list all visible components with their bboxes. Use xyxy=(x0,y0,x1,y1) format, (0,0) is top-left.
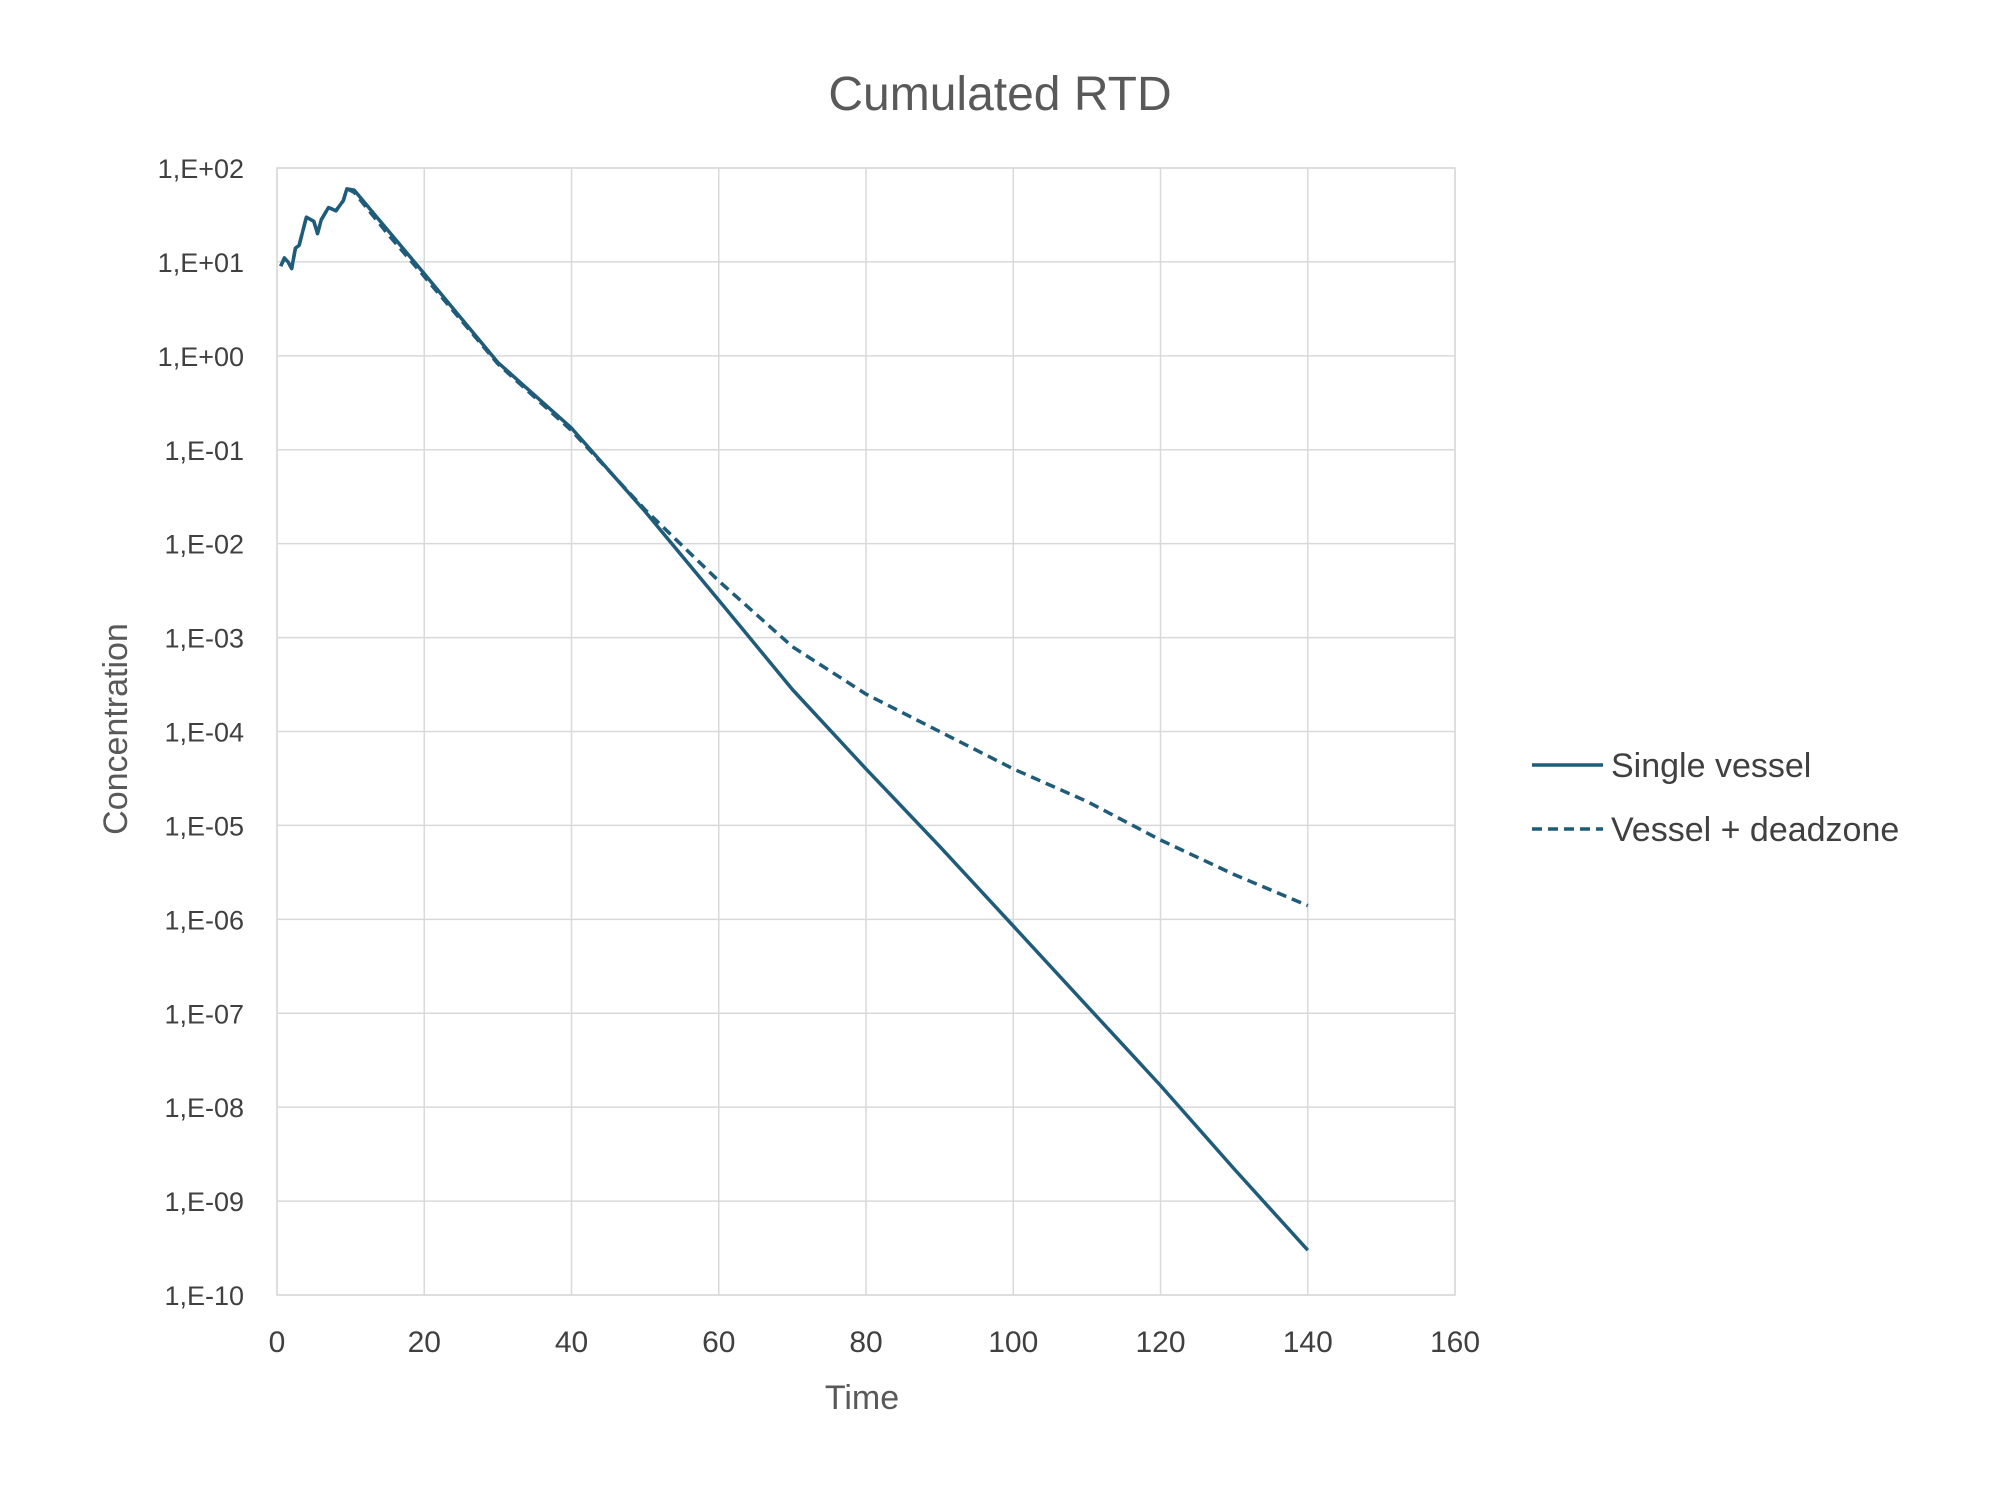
y-tick-label: 1,E+01 xyxy=(158,248,244,278)
x-tick-label: 60 xyxy=(702,1326,735,1359)
series-line-vessel-deadzone xyxy=(279,187,1309,908)
y-tick-label: 1,E+02 xyxy=(158,154,244,184)
y-tick-label: 1,E-04 xyxy=(164,718,244,748)
y-tick-label: 1,E-01 xyxy=(164,436,244,466)
y-tick-label: 1,E-03 xyxy=(164,624,244,654)
x-tick-label: 140 xyxy=(1283,1326,1333,1359)
legend-label: Vessel + deadzone xyxy=(1611,811,1899,849)
series-line-single-vessel xyxy=(279,187,1310,1252)
y-tick-label: 1,E-07 xyxy=(164,999,244,1029)
x-tick-label: 100 xyxy=(988,1326,1038,1359)
y-tick-label: 1,E-05 xyxy=(164,811,244,841)
x-tick-label: 80 xyxy=(849,1326,882,1359)
x-tick-label: 0 xyxy=(269,1326,286,1359)
series-lines xyxy=(279,187,1310,1252)
plot-area xyxy=(276,167,1456,1296)
grid xyxy=(276,167,1456,1296)
chart-title: Cumulated RTD xyxy=(828,68,1171,121)
y-axis-title: Concentration xyxy=(97,623,135,835)
x-tick-label: 120 xyxy=(1135,1326,1185,1359)
x-tick-label: 20 xyxy=(408,1326,441,1359)
y-tick-label: 1,E-02 xyxy=(164,530,244,560)
y-tick-label: 1,E-10 xyxy=(164,1281,244,1311)
y-tick-label: 1,E+00 xyxy=(158,342,244,372)
y-tick-label: 1,E-09 xyxy=(164,1187,244,1217)
y-tick-label: 1,E-06 xyxy=(164,905,244,935)
x-tick-label: 40 xyxy=(555,1326,588,1359)
legend-label: Single vessel xyxy=(1611,747,1811,785)
legend: Single vessel Vessel + deadzone xyxy=(1532,747,1899,849)
x-tick-label: 160 xyxy=(1430,1326,1480,1359)
y-axis-ticks: 1,E+02 1,E+01 1,E+00 1,E-01 1,E-02 1,E-03 1,E-… xyxy=(158,154,244,1311)
x-axis-ticks: 0 20 40 60 80 100 120 140 160 xyxy=(269,1326,1480,1359)
x-axis-title: Time xyxy=(825,1379,899,1417)
y-tick-label: 1,E-08 xyxy=(164,1093,244,1123)
